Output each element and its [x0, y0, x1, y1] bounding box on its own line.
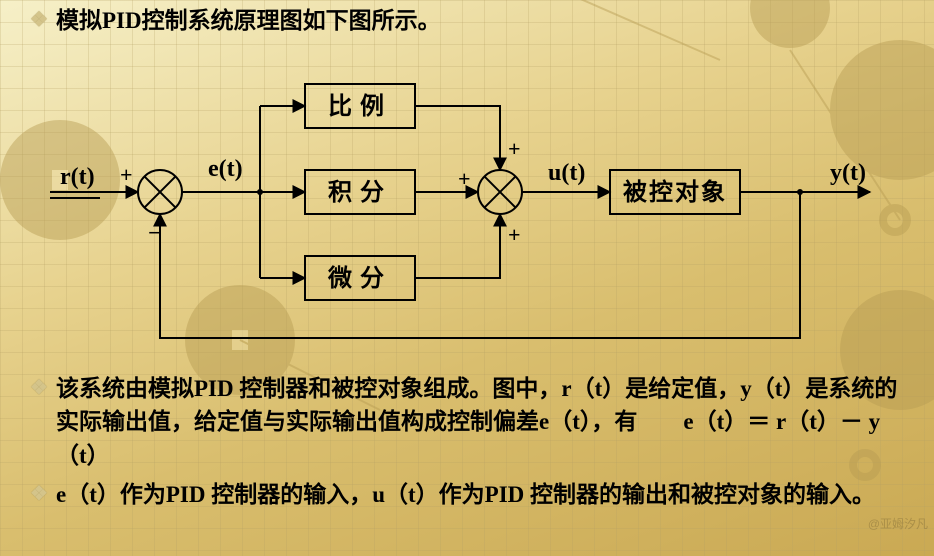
svg-text:积分: 积分: [328, 179, 392, 206]
pid-block-diagram: 比例积分微分 被控对象 r(t) e(t) u(t) y(t) + − + + +: [30, 52, 900, 352]
svg-text:u(t): u(t): [548, 160, 585, 186]
svg-text:+: +: [120, 162, 133, 187]
bullet-3-text: e（t）作为PID 控制器的输入，u（t）作为PID 控制器的输出和被控对象的输…: [20, 478, 914, 511]
svg-text:+: +: [508, 222, 521, 247]
bullet-2-text: 该系统由模拟PID 控制器和被控对象组成。图中，r（t）是给定值，y（t）是系统…: [20, 372, 914, 472]
svg-text:+: +: [508, 136, 521, 161]
svg-text:比例: 比例: [328, 93, 392, 120]
bullet-2: 该系统由模拟PID 控制器和被控对象组成。图中，r（t）是给定值，y（t）是系统…: [20, 372, 914, 472]
svg-text:−: −: [148, 220, 161, 245]
svg-text:微分: 微分: [327, 264, 392, 292]
watermark: @亚姆汐凡: [868, 515, 928, 532]
svg-text:y(t): y(t): [830, 160, 866, 186]
svg-text:r(t): r(t): [60, 164, 95, 190]
svg-text:+: +: [458, 166, 471, 191]
svg-text:被控对象: 被控对象: [623, 178, 727, 206]
bullet-1-text: 模拟PID控制系统原理图如下图所示。: [20, 4, 914, 37]
slide: { "bullets": { "b1": "模拟PID控制系统原理图如下图所示。…: [0, 0, 934, 556]
svg-text:e(t): e(t): [208, 156, 243, 182]
bullet-3: e（t）作为PID 控制器的输入，u（t）作为PID 控制器的输出和被控对象的输…: [20, 478, 914, 511]
bullet-1: 模拟PID控制系统原理图如下图所示。: [20, 4, 914, 37]
